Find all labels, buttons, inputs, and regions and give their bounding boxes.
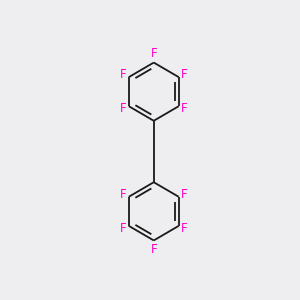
Text: F: F [120, 188, 127, 201]
Text: F: F [181, 68, 188, 81]
Text: F: F [120, 68, 127, 81]
Text: F: F [120, 222, 127, 235]
Text: F: F [181, 222, 188, 235]
Text: F: F [181, 102, 188, 115]
Text: F: F [181, 188, 188, 201]
Text: F: F [150, 47, 157, 60]
Text: F: F [150, 243, 157, 256]
Text: F: F [120, 102, 127, 115]
